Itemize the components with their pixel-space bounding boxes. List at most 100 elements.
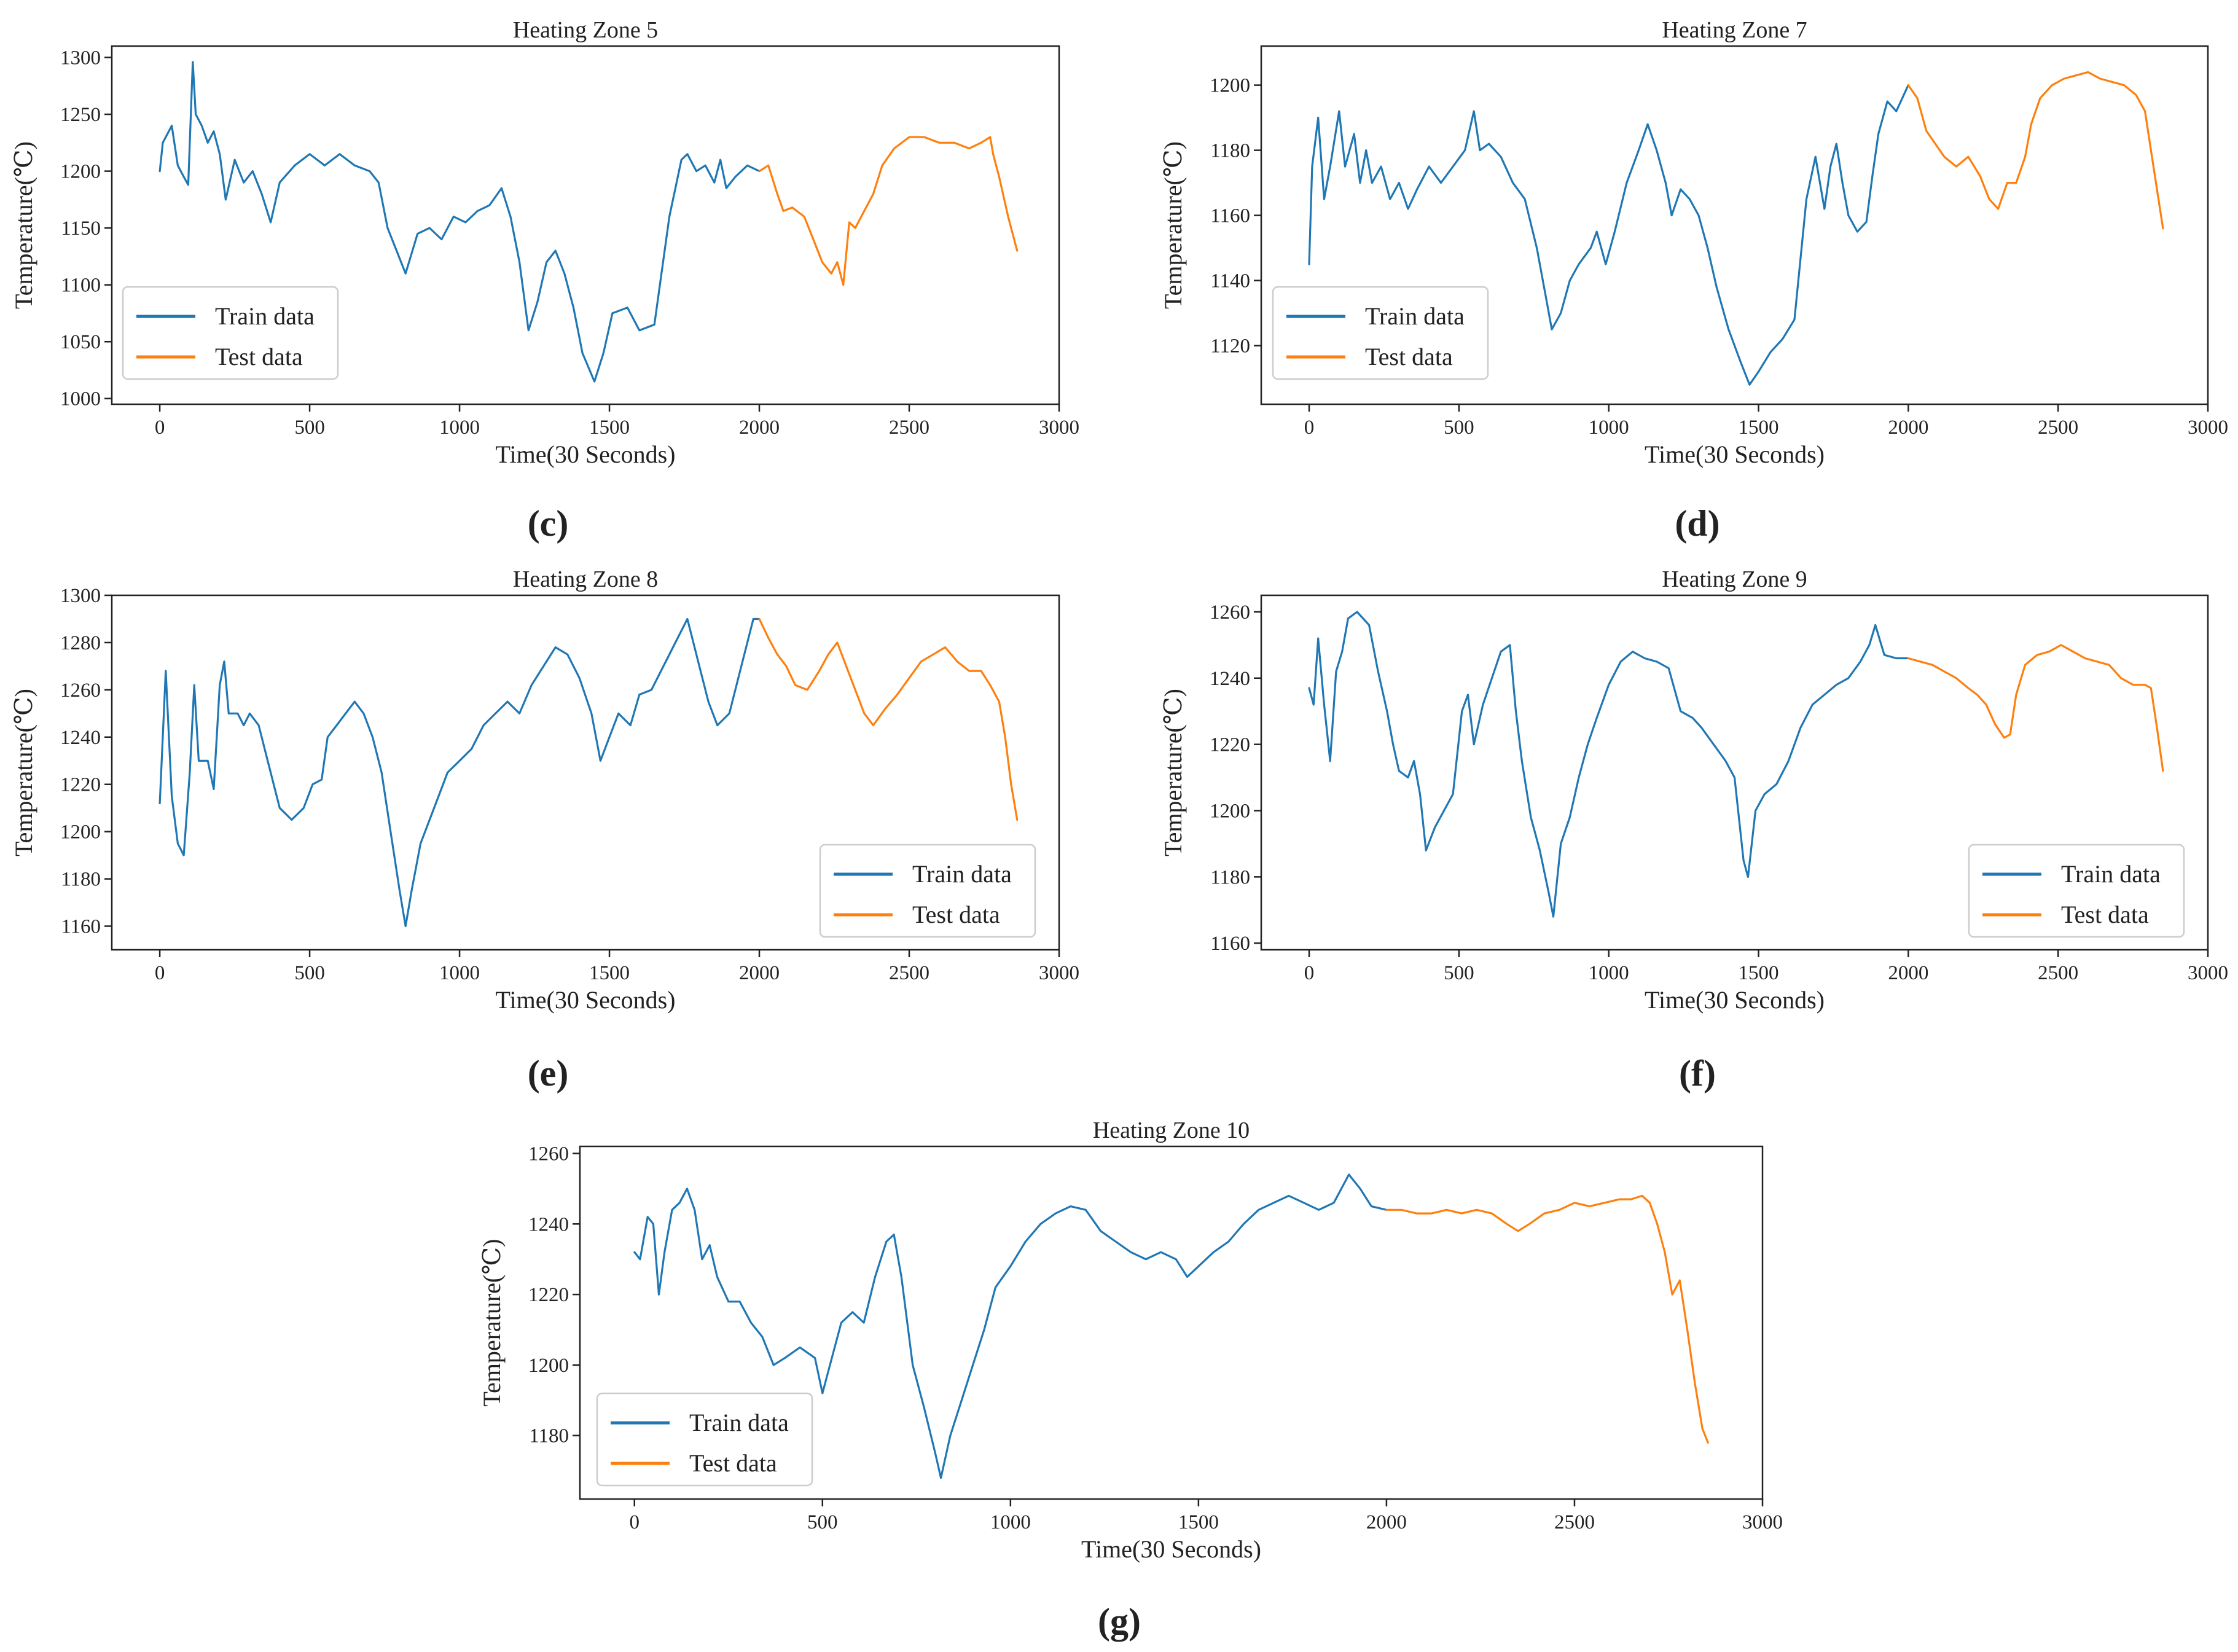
- series-line-test: [1907, 644, 2164, 772]
- chart-panel-g: 0 500 1000 1500 2000 2500 3000 1180 1200 1220 1240…: [478, 1118, 1783, 1642]
- legend-label: Test data: [689, 1449, 777, 1477]
- y-tick-label: 1200: [1210, 801, 1250, 823]
- x-axis-label: Time(30 Seconds): [1081, 1535, 1261, 1563]
- x-tick-label: 3000: [1039, 962, 1079, 984]
- x-tick-label: 1500: [1739, 962, 1779, 984]
- series-line-test: [758, 136, 1019, 286]
- x-tick-label: 1000: [1589, 417, 1629, 439]
- y-tick-label: 1250: [60, 104, 101, 126]
- y-tick-label: 1240: [1210, 668, 1250, 690]
- series-line-train: [633, 1173, 1388, 1479]
- plot-frame: [1260, 594, 2209, 951]
- x-axis-label: Time(30 Seconds): [1645, 986, 1825, 1014]
- x-axis-label: Time(30 Seconds): [1645, 440, 1825, 468]
- x-axis-label: Time(30 Seconds): [496, 440, 676, 468]
- chart-title: Heating Zone 7: [1662, 17, 1807, 43]
- x-tick-label: 2000: [1888, 962, 1928, 984]
- series-line-train: [1308, 611, 1909, 918]
- x-tick-label: 2000: [1366, 1511, 1407, 1533]
- chart-title: Heating Zone 10: [1093, 1118, 1250, 1143]
- y-tick-label: 1260: [528, 1143, 569, 1165]
- x-tick-label: 1000: [439, 962, 480, 984]
- plot-frame: [111, 45, 1060, 405]
- plot-frame: [1260, 45, 2209, 405]
- legend: Train data Test data: [1968, 844, 2185, 938]
- x-tick-label: 3000: [2188, 962, 2228, 984]
- legend-label: Train data: [2061, 860, 2161, 888]
- x-tick-label: 1000: [990, 1511, 1031, 1533]
- x-tick-label: 2500: [1554, 1511, 1595, 1533]
- plot-frame: [111, 594, 1060, 951]
- y-tick-label: 1200: [60, 821, 101, 844]
- y-tick-label: 1220: [1210, 734, 1250, 756]
- x-tick-label: 1500: [589, 417, 630, 439]
- y-tick-label: 1260: [1210, 601, 1250, 624]
- legend-label: Train data: [912, 860, 1012, 888]
- y-tick-label: 1220: [60, 774, 101, 796]
- y-tick-label: 1180: [529, 1425, 569, 1447]
- x-tick-label: 0: [1304, 962, 1315, 984]
- y-tick-label: 1160: [1210, 933, 1250, 955]
- x-tick-label: 2500: [889, 962, 929, 984]
- series-line-train: [158, 61, 761, 383]
- y-tick-label: 1180: [1210, 866, 1250, 888]
- chart-title: Heating Zone 5: [513, 17, 658, 43]
- plot-frame: [579, 1145, 1764, 1500]
- panel-caption: (g): [1098, 1601, 1141, 1642]
- y-axis-label: Temperature(℃): [1159, 141, 1187, 309]
- legend-label: Test data: [912, 901, 1000, 928]
- y-axis-label: Temperature(℃): [10, 141, 37, 309]
- x-tick-label: 500: [294, 417, 325, 439]
- y-tick-label: 1300: [60, 47, 101, 69]
- x-tick-label: 2500: [889, 417, 929, 439]
- legend-label: Train data: [1365, 302, 1465, 330]
- chart-title: Heating Zone 8: [513, 566, 658, 592]
- x-tick-label: 1000: [439, 417, 480, 439]
- panel-caption: (e): [528, 1053, 569, 1094]
- y-tick-label: 1120: [1210, 335, 1250, 358]
- y-tick-label: 1180: [61, 869, 101, 891]
- legend: Train data Test data: [1272, 286, 1489, 380]
- y-tick-label: 1240: [60, 727, 101, 749]
- x-tick-label: 3000: [1742, 1511, 1783, 1533]
- panel-caption: (f): [1679, 1053, 1716, 1094]
- x-axis-label: Time(30 Seconds): [496, 986, 676, 1014]
- legend: Train data Test data: [819, 844, 1036, 938]
- y-tick-label: 1160: [61, 916, 101, 938]
- x-tick-label: 2000: [1888, 417, 1928, 439]
- series-line-train: [158, 617, 761, 928]
- x-tick-label: 500: [1444, 962, 1474, 984]
- x-tick-label: 2500: [2038, 417, 2078, 439]
- chart-panel-c: 0 500 1000 1500 2000 2500 3000 1000 1050 1100 1150…: [10, 17, 1079, 544]
- x-tick-label: 1500: [1178, 1511, 1219, 1533]
- x-tick-label: 2000: [739, 417, 780, 439]
- y-tick-label: 1150: [61, 217, 101, 240]
- y-axis-label: Temperature(℃): [1159, 689, 1187, 856]
- series-line-test: [1907, 71, 2164, 230]
- chart-title: Heating Zone 9: [1662, 566, 1807, 592]
- charts-root: 0 500 1000 1500 2000 2500 3000 1000 1050 1100 1150…: [10, 17, 2228, 1642]
- x-tick-label: 3000: [1039, 417, 1079, 439]
- series-line-test: [758, 617, 1019, 821]
- legend-label: Test data: [2061, 901, 2149, 928]
- x-tick-label: 0: [155, 962, 165, 984]
- legend-label: Train data: [689, 1409, 789, 1436]
- x-tick-label: 1500: [589, 962, 630, 984]
- x-tick-label: 500: [807, 1511, 838, 1533]
- chart-panel-f: 0 500 1000 1500 2000 2500 3000 1160 1180 1200 1220…: [1159, 566, 2228, 1094]
- series-line-train: [1308, 84, 1909, 386]
- legend-label: Train data: [215, 302, 315, 330]
- x-tick-label: 500: [294, 962, 325, 984]
- y-tick-label: 1200: [1210, 75, 1250, 97]
- y-tick-label: 1240: [528, 1213, 569, 1235]
- x-tick-label: 0: [630, 1511, 640, 1533]
- panel-caption: (d): [1675, 503, 1720, 544]
- x-tick-label: 500: [1444, 417, 1474, 439]
- y-tick-label: 1050: [60, 331, 101, 353]
- legend: Train data Test data: [122, 286, 339, 380]
- y-tick-label: 1260: [60, 679, 101, 702]
- y-tick-label: 1140: [1210, 270, 1250, 292]
- legend-label: Test data: [1365, 343, 1453, 370]
